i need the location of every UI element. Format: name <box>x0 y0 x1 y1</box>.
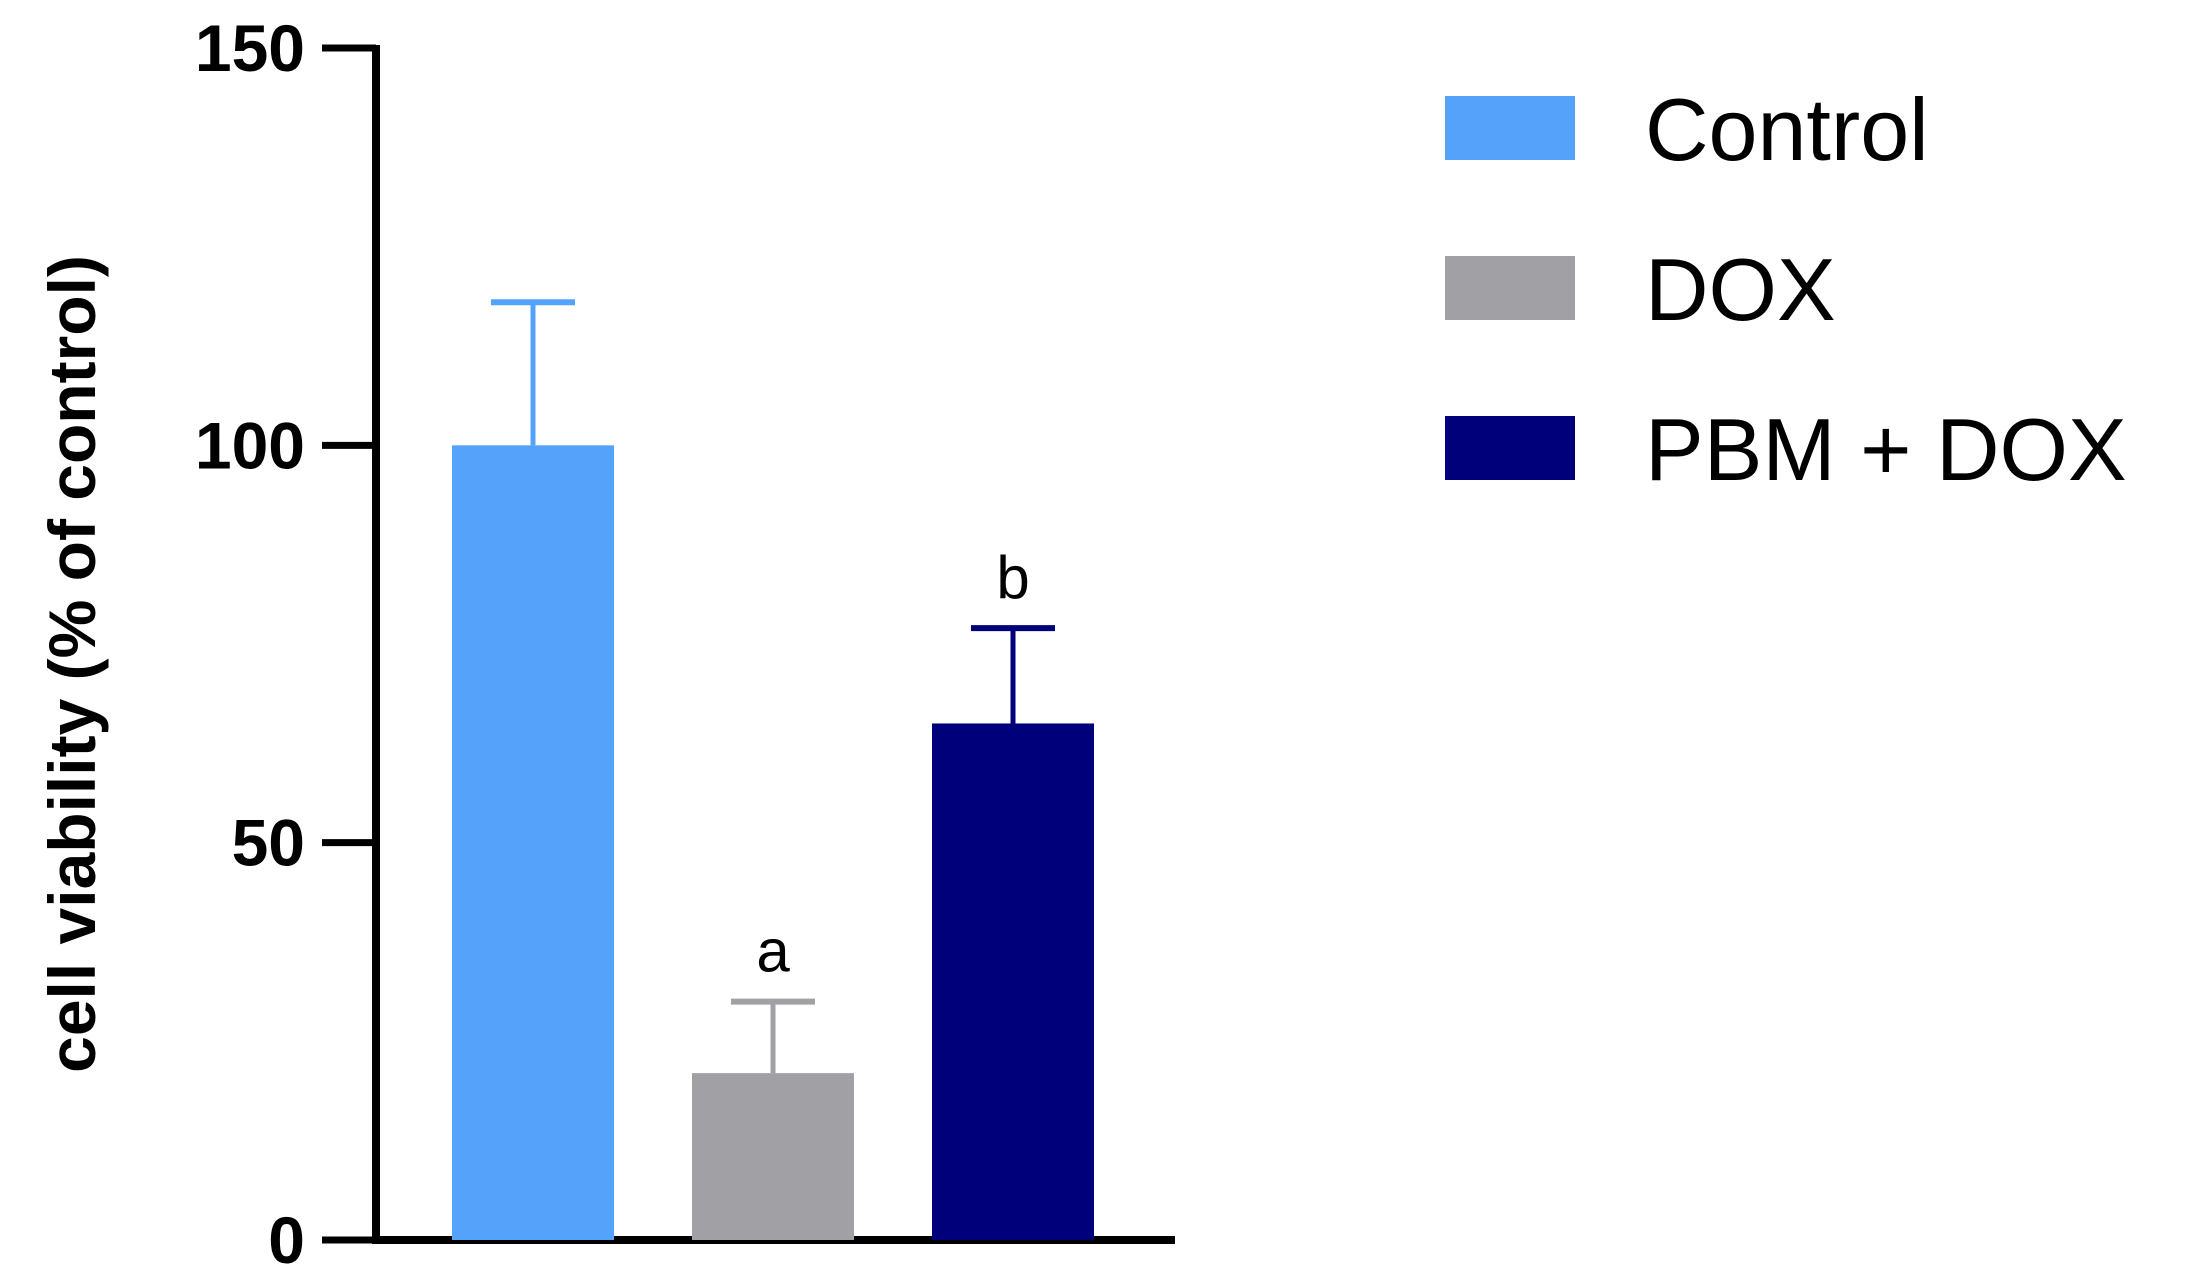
bar-group: b <box>932 544 1094 1240</box>
legend-swatch <box>1445 96 1575 160</box>
significance-label: a <box>756 918 790 985</box>
bar-group <box>452 299 614 1240</box>
bar-group: a <box>692 918 854 1240</box>
bars: ab <box>452 299 1094 1240</box>
y-tick-label: 50 <box>232 806 305 880</box>
y-tick-label: 0 <box>268 1203 305 1277</box>
legend-item: PBM + DOX <box>1445 400 2127 499</box>
bar <box>932 723 1094 1240</box>
legend: Control DOX PBM + DOX <box>1445 80 2127 499</box>
legend-swatch <box>1445 416 1575 480</box>
y-axis-label: cell viability (% of control) <box>35 255 109 1073</box>
legend-swatch <box>1445 256 1575 320</box>
legend-label: Control <box>1645 80 1929 179</box>
legend-item: Control <box>1445 80 1929 179</box>
y-tick-label: 100 <box>195 408 305 482</box>
bar <box>692 1073 854 1240</box>
bar <box>452 445 614 1240</box>
legend-item: DOX <box>1445 240 1836 339</box>
y-tick-label: 150 <box>195 11 305 85</box>
significance-label: b <box>996 544 1029 611</box>
legend-label: PBM + DOX <box>1645 400 2127 499</box>
legend-label: DOX <box>1645 240 1836 339</box>
